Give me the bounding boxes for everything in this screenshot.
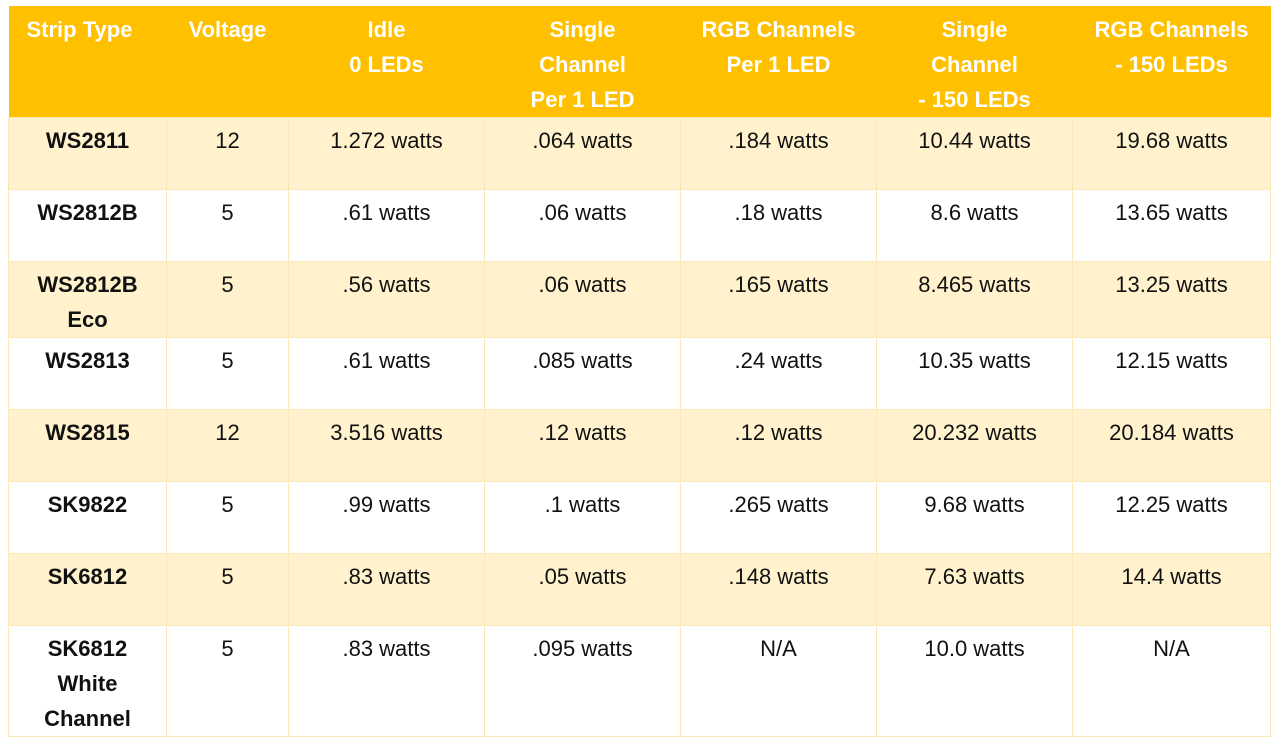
header-single-channel-per-led: Single Channel Per 1 LED (484, 6, 681, 118)
rgb-150-cell: 12.15 watts (1072, 337, 1271, 410)
table-row: WS2812B 5 .61 watts .06 watts .18 watts … (8, 189, 1271, 262)
voltage-cell: 5 (166, 553, 289, 626)
idle-cell: 1.272 watts (288, 117, 485, 190)
strip-type-cell: SK6812 (8, 553, 167, 626)
header-rgb-channels-150: RGB Channels - 150 LEDs (1072, 6, 1271, 118)
rgb-150-cell: 20.184 watts (1072, 409, 1271, 482)
single-channel-per-led-cell: .05 watts (484, 553, 681, 626)
table-row: SK6812 White Channel 5 .83 watts .095 wa… (8, 625, 1271, 737)
table-header: Strip Type Voltage Idle 0 LEDs Single Ch… (8, 6, 1271, 118)
voltage-cell: 12 (166, 409, 289, 482)
rgb-per-led-cell: .24 watts (680, 337, 877, 410)
single-channel-per-led-cell: .06 watts (484, 261, 681, 338)
header-voltage: Voltage (166, 6, 289, 118)
rgb-per-led-cell: .165 watts (680, 261, 877, 338)
idle-cell: .83 watts (288, 625, 485, 737)
single-channel-per-led-cell: .085 watts (484, 337, 681, 410)
voltage-cell: 5 (166, 337, 289, 410)
rgb-per-led-cell: .12 watts (680, 409, 877, 482)
voltage-cell: 12 (166, 117, 289, 190)
single-channel-per-led-cell: .064 watts (484, 117, 681, 190)
rgb-150-cell: 13.65 watts (1072, 189, 1271, 262)
voltage-cell: 5 (166, 261, 289, 338)
rgb-per-led-cell: .184 watts (680, 117, 877, 190)
rgb-150-cell: N/A (1072, 625, 1271, 737)
power-table-container: Strip Type Voltage Idle 0 LEDs Single Ch… (8, 6, 1271, 737)
single-channel-per-led-cell: .06 watts (484, 189, 681, 262)
strip-type-cell: WS2813 (8, 337, 167, 410)
single-channel-150-cell: 9.68 watts (876, 481, 1073, 554)
strip-type-cell: WS2815 (8, 409, 167, 482)
single-channel-150-cell: 8.6 watts (876, 189, 1073, 262)
strip-type-cell: WS2812B (8, 189, 167, 262)
header-single-channel-150: Single Channel - 150 LEDs (876, 6, 1073, 118)
table-row: WS2815 12 3.516 watts .12 watts .12 watt… (8, 409, 1271, 482)
rgb-150-cell: 14.4 watts (1072, 553, 1271, 626)
table-row: WS2813 5 .61 watts .085 watts .24 watts … (8, 337, 1271, 410)
header-strip-type: Strip Type (8, 6, 167, 118)
rgb-per-led-cell: .18 watts (680, 189, 877, 262)
voltage-cell: 5 (166, 189, 289, 262)
voltage-cell: 5 (166, 481, 289, 554)
single-channel-150-cell: 8.465 watts (876, 261, 1073, 338)
table-body: WS2811 12 1.272 watts .064 watts .184 wa… (8, 117, 1271, 737)
idle-cell: .61 watts (288, 189, 485, 262)
single-channel-150-cell: 10.35 watts (876, 337, 1073, 410)
single-channel-per-led-cell: .1 watts (484, 481, 681, 554)
single-channel-per-led-cell: .095 watts (484, 625, 681, 737)
table-row: WS2811 12 1.272 watts .064 watts .184 wa… (8, 117, 1271, 190)
rgb-150-cell: 12.25 watts (1072, 481, 1271, 554)
led-strip-power-table: Strip Type Voltage Idle 0 LEDs Single Ch… (8, 6, 1271, 737)
rgb-150-cell: 13.25 watts (1072, 261, 1271, 338)
strip-type-cell: SK6812 White Channel (8, 625, 167, 737)
table-row: WS2812B Eco 5 .56 watts .06 watts .165 w… (8, 261, 1271, 338)
idle-cell: 3.516 watts (288, 409, 485, 482)
single-channel-150-cell: 20.232 watts (876, 409, 1073, 482)
idle-cell: .61 watts (288, 337, 485, 410)
single-channel-150-cell: 10.44 watts (876, 117, 1073, 190)
single-channel-per-led-cell: .12 watts (484, 409, 681, 482)
single-channel-150-cell: 10.0 watts (876, 625, 1073, 737)
strip-type-cell: SK9822 (8, 481, 167, 554)
header-idle: Idle 0 LEDs (288, 6, 485, 118)
strip-type-cell: WS2811 (8, 117, 167, 190)
header-row: Strip Type Voltage Idle 0 LEDs Single Ch… (8, 6, 1271, 118)
strip-type-cell: WS2812B Eco (8, 261, 167, 338)
table-row: SK9822 5 .99 watts .1 watts .265 watts 9… (8, 481, 1271, 554)
rgb-150-cell: 19.68 watts (1072, 117, 1271, 190)
table-row: SK6812 5 .83 watts .05 watts .148 watts … (8, 553, 1271, 626)
header-rgb-channels-per-led: RGB Channels Per 1 LED (680, 6, 877, 118)
single-channel-150-cell: 7.63 watts (876, 553, 1073, 626)
idle-cell: .99 watts (288, 481, 485, 554)
rgb-per-led-cell: .148 watts (680, 553, 877, 626)
rgb-per-led-cell: .265 watts (680, 481, 877, 554)
voltage-cell: 5 (166, 625, 289, 737)
rgb-per-led-cell: N/A (680, 625, 877, 737)
idle-cell: .83 watts (288, 553, 485, 626)
idle-cell: .56 watts (288, 261, 485, 338)
